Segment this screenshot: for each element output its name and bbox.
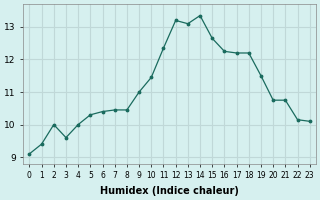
X-axis label: Humidex (Indice chaleur): Humidex (Indice chaleur) [100, 186, 239, 196]
